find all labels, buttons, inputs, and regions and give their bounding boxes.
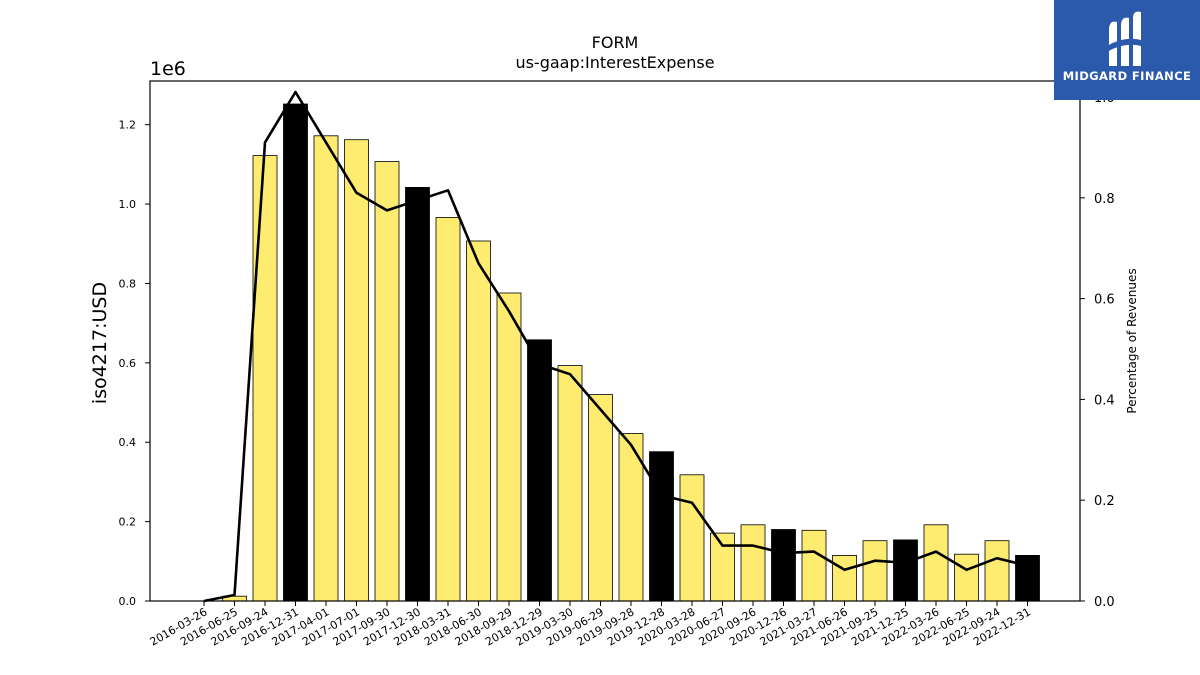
bar-2016-12-31 [283, 103, 308, 602]
bar-2021-03-27 [801, 529, 827, 602]
bar-2021-06-26 [832, 555, 857, 602]
y2-tick-label: 0.2 [1094, 494, 1115, 509]
bar-2020-09-26 [740, 524, 766, 602]
y-tick-label: 0.2 [119, 516, 137, 529]
y2-axis-label: Percentage of Revenues [1125, 268, 1139, 413]
brand-name: MIDGARD FINANCE [1062, 69, 1192, 83]
bar-2018-06-30 [466, 240, 491, 602]
y-tick-label: 0.8 [119, 277, 137, 290]
plot-frame [149, 80, 1081, 602]
bar-2019-03-30 [557, 365, 583, 602]
bar-2019-12-28 [649, 451, 674, 602]
bars [222, 103, 1040, 602]
percentage-line [203, 90, 1028, 603]
line-series [203, 90, 1028, 603]
bar-2022-06-25 [954, 553, 979, 602]
y-tick-label: 1.0 [119, 198, 137, 211]
bar-2022-12-31 [1015, 555, 1040, 602]
y2-tick-label: 0.0 [1094, 595, 1115, 610]
brand-logo: MIDGARD FINANCE [1054, 0, 1200, 100]
bar-2022-09-24 [984, 540, 1010, 602]
bar-2019-06-29 [588, 394, 613, 602]
bar-2021-09-25 [862, 540, 888, 602]
chart-title: FORM [592, 33, 639, 52]
midgard-logo-icon [1107, 11, 1147, 67]
bar-2017-09-30 [374, 161, 400, 602]
bar-2022-03-26 [923, 524, 949, 602]
bar-2020-12-26 [771, 529, 796, 602]
y-axis: 0.0 0.2 0.4 0.6 0.8 1.0 1.2 [119, 119, 150, 608]
bar-2021-12-25 [893, 539, 918, 602]
y2-tick-label: 0.4 [1094, 393, 1115, 408]
y-tick-label: 0.6 [119, 357, 137, 370]
bar-2017-12-30 [405, 186, 430, 602]
y2-tick-label: 0.6 [1094, 293, 1115, 308]
x-axis: 2016-03-262016-06-252016-09-242016-12-31… [148, 601, 1033, 649]
bar-2018-12-29 [527, 339, 552, 602]
y-tick-label: 0.4 [119, 436, 137, 449]
y-tick-label: 1.2 [119, 119, 137, 132]
bar-2018-09-29 [496, 292, 522, 602]
bar-2018-03-31 [435, 217, 461, 602]
bar-2016-09-24 [252, 155, 278, 602]
y-offset-label: 1e6 [150, 58, 186, 80]
y2-axis: 0.00.20.40.60.81.0 [1080, 91, 1115, 610]
y-tick-label: 0.0 [119, 595, 137, 608]
y-axis-label: iso4217:USD [89, 282, 111, 404]
y2-tick-label: 0.8 [1094, 192, 1115, 207]
bar-2019-09-28 [618, 433, 644, 602]
bar-2020-06-27 [710, 532, 735, 602]
bar-2020-03-28 [679, 474, 705, 602]
bar-2017-07-01 [344, 139, 369, 602]
chart-subtitle: us-gaap:InterestExpense [515, 53, 714, 72]
bar-2017-04-01 [313, 135, 339, 602]
